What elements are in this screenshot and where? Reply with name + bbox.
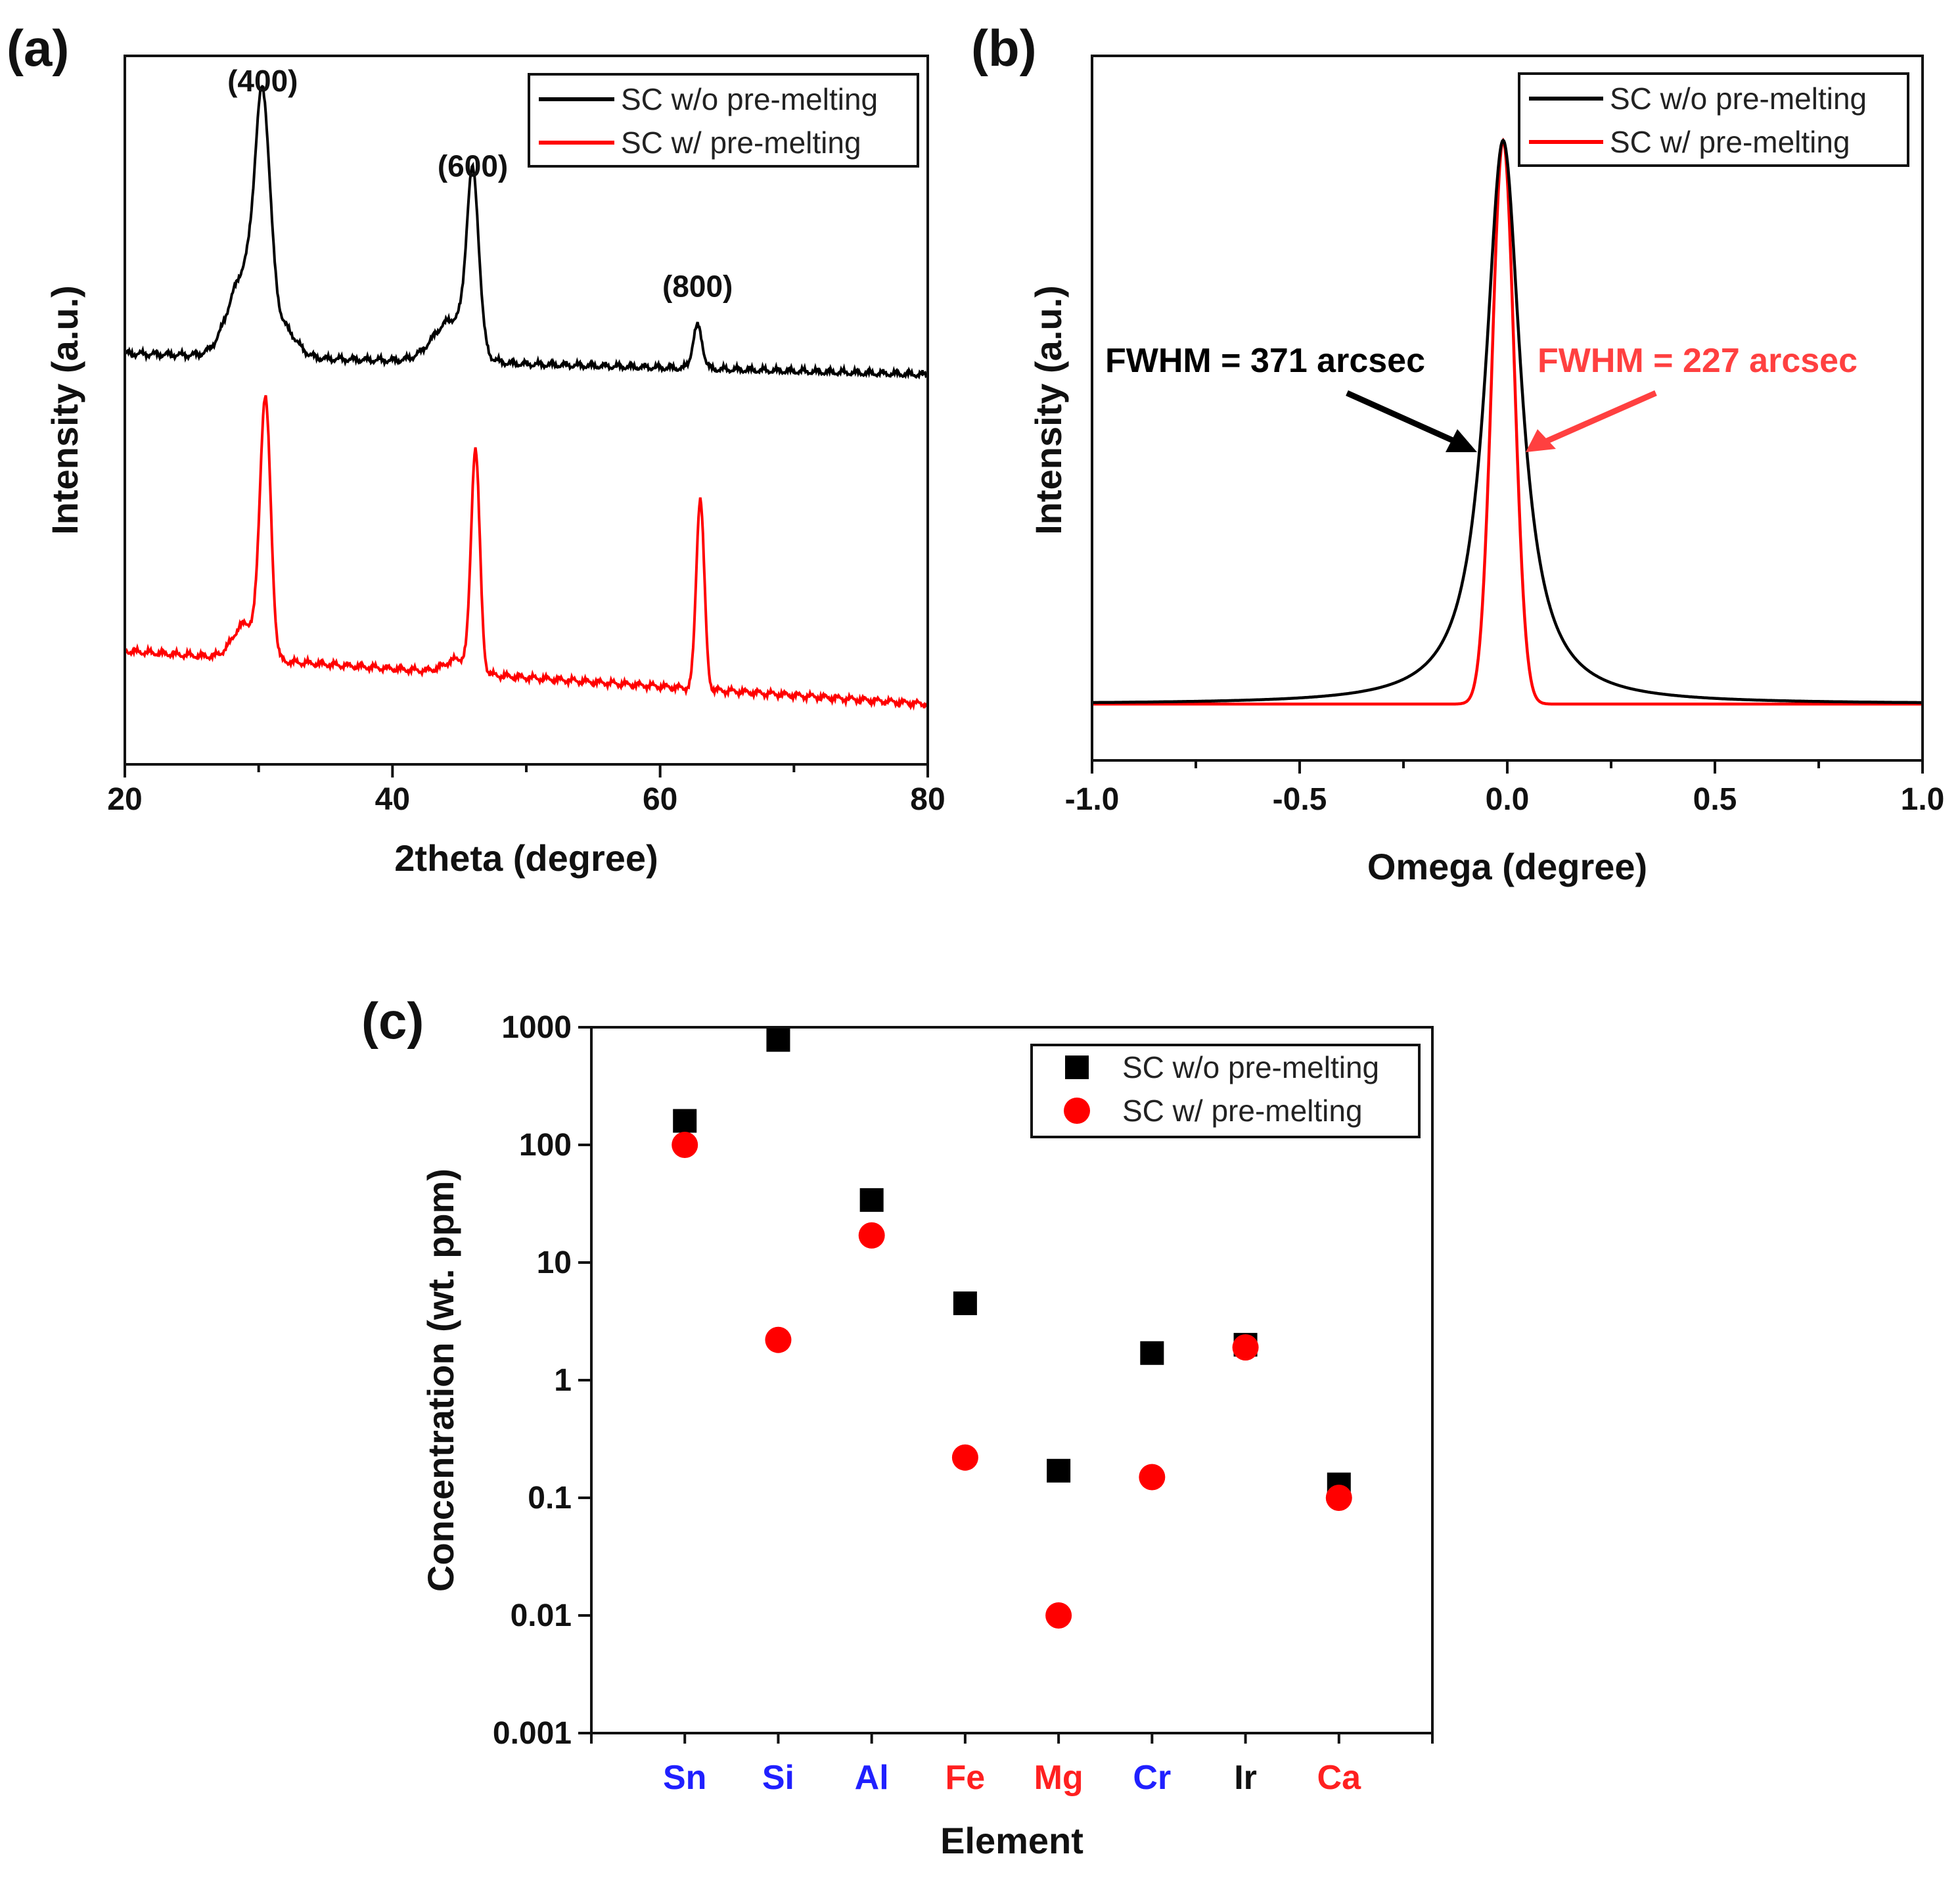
panel-a-legend-box — [528, 73, 919, 168]
panel-a-legend-label-2: SC w/ pre-melting — [621, 126, 861, 160]
panel-b-x-axis-title: Omega (degree) — [1367, 846, 1647, 887]
panel-a-series-1-line — [124, 84, 929, 380]
panel-c-point-square-si — [766, 1028, 790, 1052]
panel-a: (a) 20 40 60 80 2theta (degree) Intensity (… — [7, 19, 946, 879]
panel-c-category-label-si: Si — [762, 1759, 794, 1797]
panel-c-point-circle-sn — [672, 1132, 698, 1158]
panel-a-series-2-line — [124, 395, 929, 711]
panel-c-point-circle-fe — [951, 1444, 978, 1471]
panel-b-fwhm-black-label: FWHM = 371 arcsec — [1105, 342, 1425, 380]
panel-c-y-axis-title: Concentration (wt. ppm) — [420, 1169, 461, 1592]
panel-c-y-tick-label: 0.001 — [493, 1716, 572, 1751]
panel-c-category-label-ca: Ca — [1317, 1759, 1362, 1797]
panel-b-legend: SC w/o pre-melting SC w/ pre-melting — [1518, 72, 1909, 167]
panel-c-y-tick-label: 0.1 — [528, 1481, 572, 1516]
panel-c-y-tick-label: 100 — [519, 1128, 572, 1163]
panel-b-legend-label-1: SC w/o pre-melting — [1610, 81, 1867, 116]
panel-c-plot-area — [672, 1028, 1352, 1629]
panel-a-x-tick-label: 60 — [643, 782, 677, 817]
panel-a-peak-label: (800) — [662, 269, 733, 304]
panel-c-legend: SC w/o pre-melting SC w/ pre-melting — [1030, 1044, 1421, 1138]
panel-b-legend-box — [1518, 72, 1909, 167]
panel-c: (c) 0.001 0.01 0.1 1 10 100 1000 Sn Si Al Fe Mg Cr I… — [361, 992, 1434, 1861]
panel-c-category-label-al: Al — [855, 1759, 889, 1797]
panel-b-x-tick-label: 1.0 — [1901, 782, 1945, 817]
panel-b-plot-area — [1092, 137, 1923, 706]
panel-c-legend-label-1: SC w/o pre-melting — [1122, 1050, 1379, 1084]
panel-b-x-tick-label: -1.0 — [1065, 782, 1120, 817]
panel-c-category-label-cr: Cr — [1133, 1759, 1171, 1797]
panel-c-point-circle-mg — [1045, 1602, 1072, 1629]
panel-a-peak-label: (600) — [438, 149, 508, 183]
panel-c-point-circle-si — [765, 1326, 792, 1353]
panel-b-series-1-line — [1092, 138, 1923, 705]
panel-c-point-circle-ir — [1232, 1334, 1259, 1361]
panel-c-y-tick-label: 1 — [554, 1363, 572, 1398]
panel-b: (b) -1.0 -0.5 0.0 0.5 1.0 Omega (degree) Int… — [971, 19, 1944, 887]
panel-a-y-axis-title: Intensity (a.u.) — [44, 285, 85, 535]
panel-c-category-label-mg: Mg — [1034, 1759, 1083, 1797]
panel-c-y-tick-label: 0.01 — [511, 1598, 572, 1633]
panel-b-legend-label-2: SC w/ pre-melting — [1610, 125, 1850, 159]
panel-b-x-tick-label: -0.5 — [1273, 782, 1327, 817]
panel-c-legend-label-2: SC w/ pre-melting — [1122, 1094, 1363, 1128]
panel-c-legend-box — [1030, 1044, 1421, 1138]
panel-c-legend-marker-1 — [1065, 1055, 1089, 1079]
panel-b-label: (b) — [971, 19, 1037, 77]
panel-a-plot-area — [124, 84, 929, 711]
panel-b-x-tick-label: 0.5 — [1693, 782, 1737, 817]
panel-c-x-axis-title: Element — [940, 1820, 1083, 1861]
panel-b-x-ticks: -1.0 -0.5 0.0 0.5 1.0 — [1065, 760, 1945, 817]
panel-a-x-axis-title: 2theta (degree) — [394, 837, 658, 879]
panel-c-label: (c) — [361, 992, 424, 1050]
panel-c-point-square-sn — [673, 1109, 697, 1133]
panel-c-category-label-fe: Fe — [946, 1759, 986, 1797]
panel-c-y-ticks: 0.001 0.01 0.1 1 10 100 1000 — [493, 1010, 591, 1751]
panel-b-y-axis-title: Intensity (a.u.) — [1028, 285, 1069, 535]
panel-c-point-square-mg — [1047, 1458, 1071, 1483]
panel-c-category-label-ir: Ir — [1234, 1759, 1257, 1797]
panel-c-point-square-cr — [1140, 1341, 1164, 1365]
panel-c-y-tick-label: 1000 — [501, 1010, 572, 1045]
panel-a-x-ticks: 20 40 60 80 — [107, 764, 946, 817]
panel-c-point-square-al — [859, 1188, 884, 1212]
panel-c-point-circle-cr — [1139, 1464, 1166, 1491]
panel-c-category-label-sn: Sn — [663, 1759, 706, 1797]
panel-b-series-2-line — [1092, 137, 1923, 706]
panel-c-x-ticks: Sn Si Al Fe Mg Cr Ir Ca — [590, 1733, 1434, 1797]
panel-c-point-circle-ca — [1325, 1485, 1352, 1511]
panel-a-label: (a) — [7, 19, 69, 77]
panel-b-arrow-black — [1346, 390, 1477, 452]
panel-c-point-circle-al — [858, 1222, 885, 1249]
panel-c-legend-marker-2 — [1064, 1098, 1090, 1124]
panel-b-arrow-red — [1526, 390, 1657, 452]
panel-b-x-tick-label: 0.0 — [1486, 782, 1530, 817]
panel-a-x-tick-label: 80 — [910, 782, 945, 817]
panel-c-point-square-fe — [953, 1291, 977, 1316]
panel-b-fwhm-red-label: FWHM = 227 arcsec — [1538, 342, 1857, 380]
panel-a-legend: SC w/o pre-melting SC w/ pre-melting — [528, 73, 919, 168]
panel-a-x-tick-label: 20 — [107, 782, 142, 817]
panel-a-legend-label-1: SC w/o pre-melting — [621, 82, 878, 116]
panel-a-x-tick-label: 40 — [375, 782, 410, 817]
panel-a-peak-labels: (400) (600) (800) — [227, 64, 733, 304]
panel-c-y-tick-label: 10 — [537, 1245, 572, 1280]
panel-a-peak-label: (400) — [227, 64, 298, 98]
